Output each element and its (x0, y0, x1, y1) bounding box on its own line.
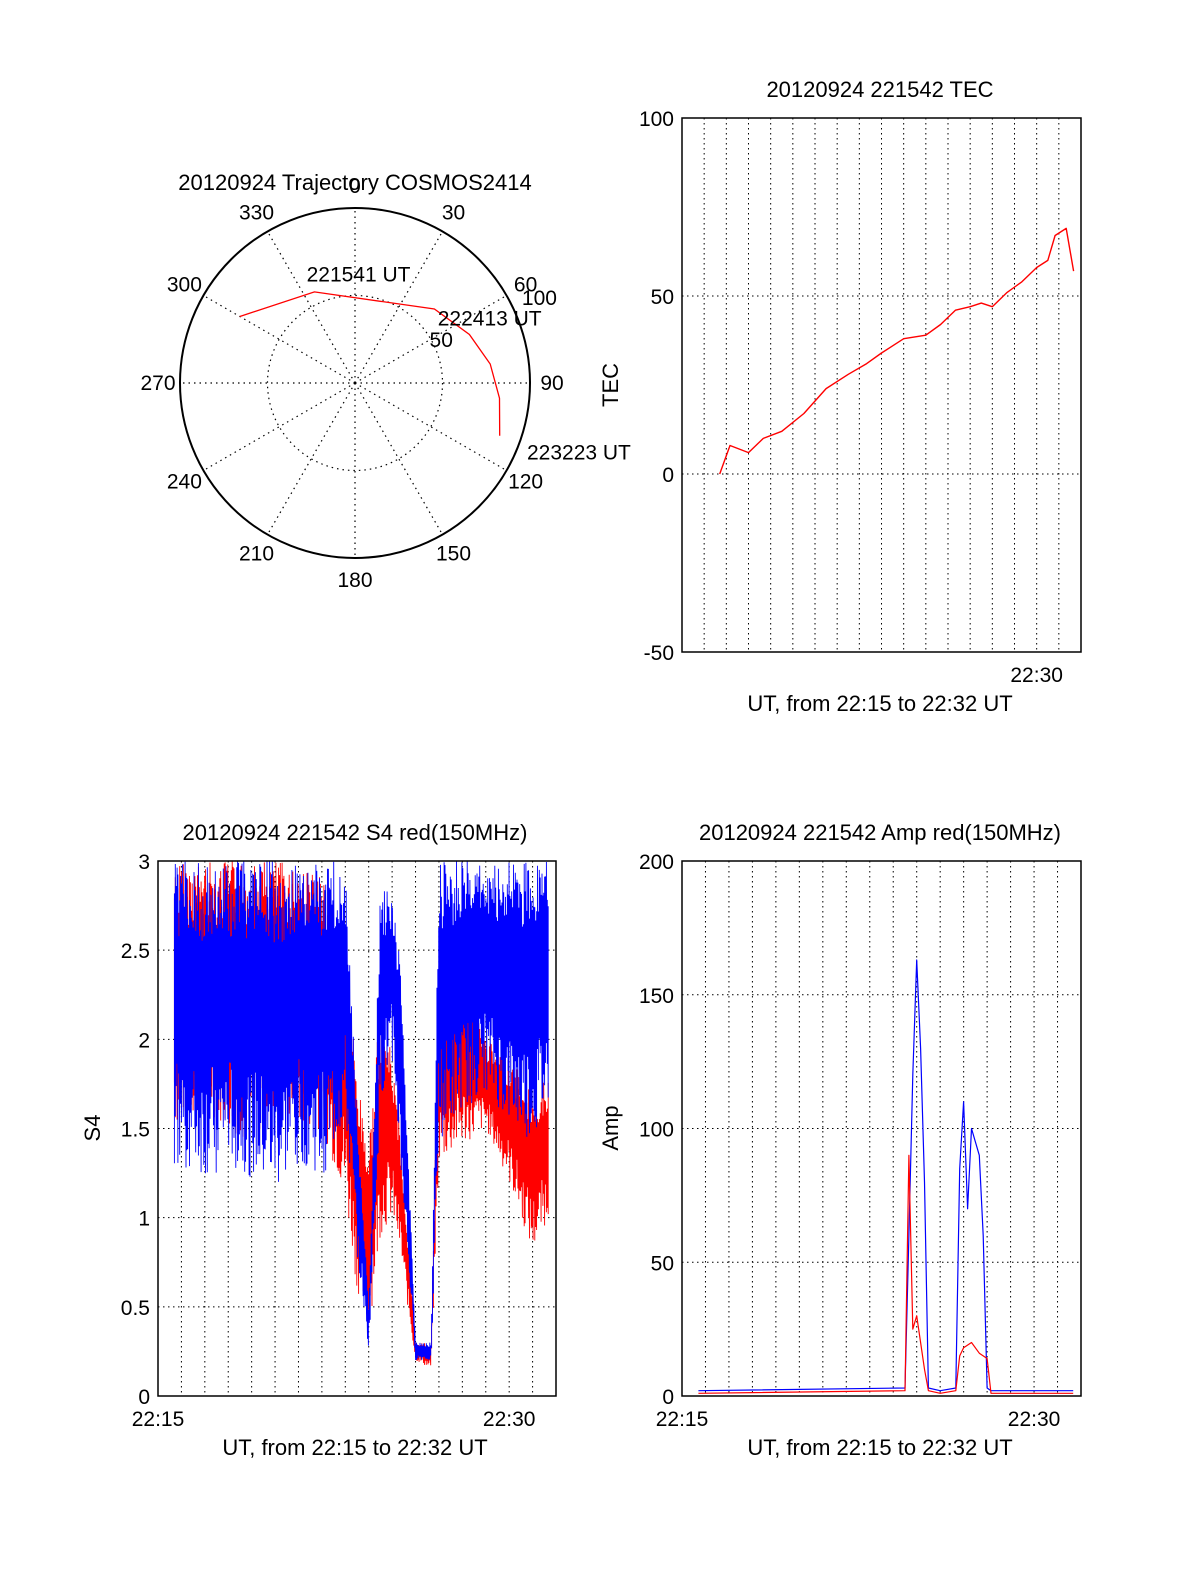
tec-title: 20120924 221542 TEC (766, 77, 993, 102)
plot-frame (681, 117, 1082, 653)
y-tick-label: 1 (138, 1208, 150, 1231)
y-tick-label: 100 (639, 108, 674, 131)
azimuth-label: 60 (514, 274, 537, 297)
radial-tick-label: 100 (522, 287, 557, 310)
polar-outer-circle (179, 207, 531, 559)
polar-spoke (354, 382, 507, 472)
s4-panel: 20120924 221542 S4 red(150MHz) UT, from … (80, 820, 557, 1460)
azimuth-label: 300 (167, 274, 202, 297)
tec-xlabel: UT, from 22:15 to 22:32 UT (747, 691, 1012, 716)
azimuth-label: 210 (239, 543, 274, 566)
y-tick-label: 200 (639, 851, 674, 874)
azimuth-label: 180 (337, 569, 372, 592)
y-tick-label: 1.5 (121, 1119, 150, 1142)
y-tick-label: 50 (651, 286, 674, 309)
y-tick-label: 150 (639, 985, 674, 1008)
polar-spoke (354, 382, 444, 535)
polar-grid-circle (266, 294, 444, 472)
radial-tick-label: 50 (430, 329, 453, 352)
amp-xlabel: UT, from 22:15 to 22:32 UT (747, 1435, 1012, 1460)
y-tick-label: 3 (138, 851, 150, 874)
amp-ylabel: Amp (598, 1105, 623, 1150)
s4-title: 20120924 221542 S4 red(150MHz) (183, 820, 528, 845)
azimuth-label: 270 (140, 372, 175, 395)
azimuth-label: 330 (239, 201, 274, 224)
trajectory-annotation: 221541 UT (307, 263, 411, 286)
x-tick-label: 22:15 (656, 1408, 709, 1431)
azimuth-label: 150 (436, 543, 471, 566)
y-tick-label: -50 (644, 642, 674, 665)
x-tick-label: 22:30 (1008, 1408, 1061, 1431)
series-red (719, 227, 1075, 475)
trajectory-annotation: 223223 UT (527, 441, 631, 464)
polar-spoke (203, 382, 356, 472)
polar-spoke (266, 231, 356, 384)
y-tick-label: 0 (138, 1386, 150, 1409)
series-red (698, 1154, 1074, 1394)
polar-spoke (266, 382, 356, 535)
azimuth-label: 240 (167, 471, 202, 494)
series-blue (173, 861, 549, 1361)
y-tick-label: 0 (662, 1386, 674, 1409)
amp-panel: 20120924 221542 Amp red(150MHz) UT, from… (598, 820, 1082, 1460)
s4-xlabel: UT, from 22:15 to 22:32 UT (222, 1435, 487, 1460)
y-tick-label: 0.5 (121, 1297, 150, 1320)
tec-ylabel: TEC (598, 363, 623, 407)
x-tick-label: 22:30 (1010, 664, 1063, 687)
amp-title: 20120924 221542 Amp red(150MHz) (699, 820, 1061, 845)
plot-frame (157, 860, 557, 1397)
x-tick-label: 22:30 (483, 1408, 536, 1431)
y-tick-label: 100 (639, 1119, 674, 1142)
trajectory-annotation: 222413 UT (438, 307, 542, 330)
y-tick-label: 50 (651, 1252, 674, 1275)
azimuth-label: 120 (508, 471, 543, 494)
azimuth-label: 0 (349, 175, 361, 198)
azimuth-label: 90 (540, 372, 563, 395)
series-blue (698, 959, 1074, 1392)
trajectory-panel: 20120924 Trajectory COSMOS2414 0 30 60 90 12… (140, 170, 631, 592)
tec-panel: 20120924 221542 TEC UT, from 22:15 to 22… (598, 77, 1082, 716)
y-tick-label: 0 (662, 464, 674, 487)
y-tick-label: 2 (138, 1029, 150, 1052)
trajectory-track (239, 291, 501, 436)
s4-ylabel: S4 (80, 1115, 105, 1142)
y-tick-label: 2.5 (121, 940, 150, 963)
trajectory-title: 20120924 Trajectory COSMOS2414 (178, 170, 531, 195)
x-tick-label: 22:15 (132, 1408, 185, 1431)
plot-frame (681, 860, 1082, 1397)
azimuth-label: 30 (442, 201, 465, 224)
